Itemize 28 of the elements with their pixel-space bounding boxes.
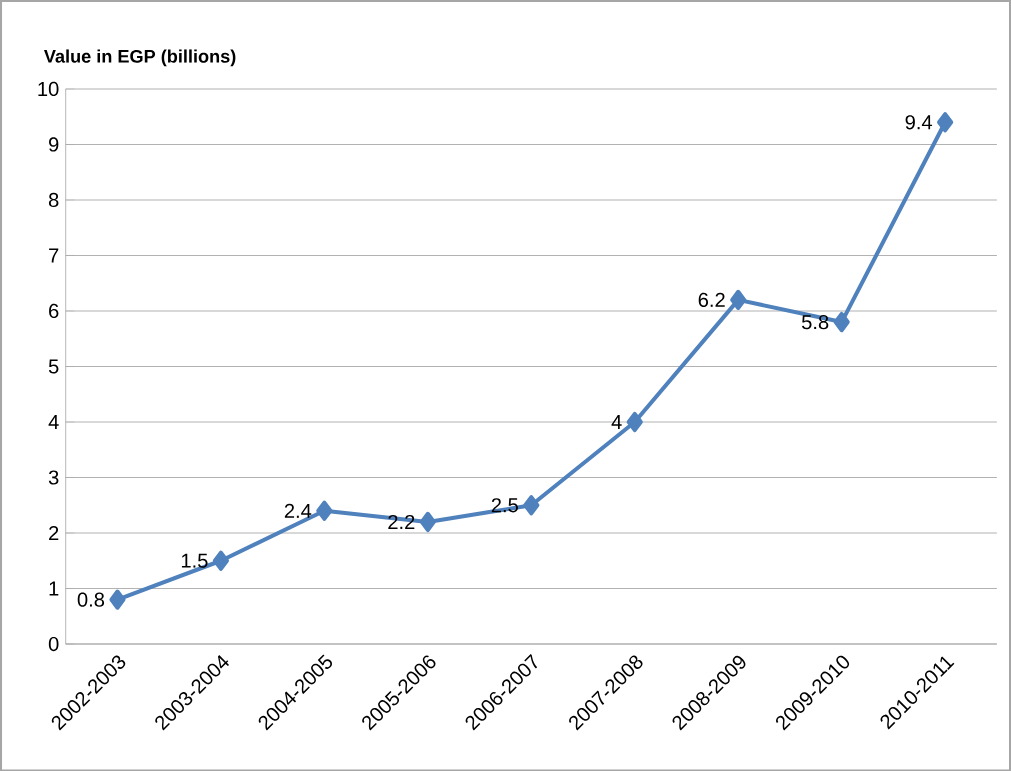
data-label: 2.4 bbox=[284, 503, 312, 518]
y-tick-label: 5 bbox=[48, 359, 59, 374]
data-label: 4 bbox=[611, 414, 622, 429]
y-tick-label: 9 bbox=[49, 137, 59, 152]
data-label: 6.2 bbox=[698, 292, 725, 307]
y-tick-label: 7 bbox=[49, 248, 59, 263]
y-tick-label: 3 bbox=[48, 470, 59, 485]
y-tick-label: 1 bbox=[49, 581, 59, 596]
data-label: 0.8 bbox=[77, 592, 105, 607]
point bbox=[730, 289, 747, 310]
point bbox=[212, 550, 229, 571]
y-tick-label: 8 bbox=[48, 192, 59, 207]
y-tick-label: 4 bbox=[48, 414, 59, 429]
point bbox=[316, 500, 333, 521]
y-axis-title: Value in EGP (billions) bbox=[43, 49, 236, 67]
data-label: 9.4 bbox=[905, 114, 933, 130]
data-label: 5.8 bbox=[801, 314, 829, 330]
point bbox=[833, 311, 850, 332]
y-tick-label: 10 bbox=[38, 81, 59, 96]
y-tick-label: 6 bbox=[49, 303, 59, 318]
y-tick-label: 2 bbox=[49, 525, 59, 540]
data-label: 1.5 bbox=[181, 553, 208, 568]
point bbox=[626, 411, 643, 432]
point bbox=[419, 511, 436, 532]
y-tick-label: 0 bbox=[48, 636, 59, 651]
point bbox=[523, 494, 540, 516]
point bbox=[109, 589, 126, 610]
point bbox=[937, 111, 954, 133]
